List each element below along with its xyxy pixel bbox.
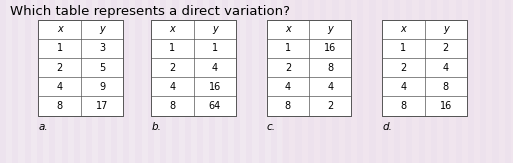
- Text: 4: 4: [169, 82, 175, 92]
- Bar: [431, 0, 437, 163]
- Text: 4: 4: [400, 82, 406, 92]
- Bar: [492, 0, 499, 163]
- Text: 4: 4: [443, 63, 449, 73]
- Bar: [111, 0, 117, 163]
- Text: y: y: [99, 24, 105, 34]
- Bar: [246, 0, 252, 163]
- Bar: [98, 0, 105, 163]
- Bar: [283, 0, 289, 163]
- Text: a.: a.: [38, 122, 48, 132]
- Text: 8: 8: [169, 101, 175, 111]
- Text: 2: 2: [400, 63, 406, 73]
- Text: 2: 2: [56, 63, 63, 73]
- Bar: [282, 0, 513, 163]
- Bar: [259, 0, 265, 163]
- Text: 4: 4: [285, 82, 291, 92]
- Text: 4: 4: [212, 63, 218, 73]
- Text: 16: 16: [440, 101, 452, 111]
- Bar: [234, 0, 240, 163]
- Text: c.: c.: [267, 122, 276, 132]
- Text: 2: 2: [285, 63, 291, 73]
- Text: 64: 64: [209, 101, 221, 111]
- Text: 1: 1: [56, 43, 63, 53]
- Text: 17: 17: [96, 101, 108, 111]
- Text: x: x: [401, 24, 406, 34]
- Text: 8: 8: [56, 101, 63, 111]
- Bar: [456, 0, 462, 163]
- Bar: [0, 0, 6, 163]
- Text: 2: 2: [443, 43, 449, 53]
- Bar: [160, 0, 166, 163]
- Bar: [38, 20, 123, 116]
- Bar: [148, 0, 154, 163]
- Bar: [382, 20, 467, 116]
- Text: 8: 8: [443, 82, 449, 92]
- Bar: [123, 0, 129, 163]
- Text: 1: 1: [285, 43, 291, 53]
- Bar: [308, 0, 314, 163]
- Text: d.: d.: [382, 122, 392, 132]
- Text: 1: 1: [212, 43, 218, 53]
- Bar: [62, 0, 68, 163]
- Bar: [197, 0, 203, 163]
- Bar: [209, 0, 215, 163]
- Bar: [443, 0, 449, 163]
- Bar: [382, 0, 388, 163]
- Bar: [267, 20, 351, 116]
- Bar: [357, 0, 363, 163]
- Bar: [74, 0, 80, 163]
- Text: 3: 3: [99, 43, 105, 53]
- Text: 8: 8: [285, 101, 291, 111]
- Text: 2: 2: [169, 63, 175, 73]
- Text: x: x: [57, 24, 63, 34]
- Text: 4: 4: [56, 82, 63, 92]
- Bar: [345, 0, 351, 163]
- Text: 16: 16: [209, 82, 221, 92]
- Bar: [480, 0, 486, 163]
- Text: x: x: [285, 24, 291, 34]
- Bar: [151, 20, 236, 116]
- Bar: [271, 0, 277, 163]
- Text: 16: 16: [324, 43, 337, 53]
- Text: x: x: [170, 24, 175, 34]
- Text: Which table represents a direct variation?: Which table represents a direct variatio…: [10, 5, 290, 18]
- Text: 1: 1: [400, 43, 406, 53]
- Text: 2: 2: [327, 101, 333, 111]
- Text: b.: b.: [151, 122, 161, 132]
- Bar: [49, 0, 55, 163]
- Bar: [468, 0, 474, 163]
- Text: y: y: [212, 24, 218, 34]
- Text: 8: 8: [400, 101, 406, 111]
- Bar: [172, 0, 179, 163]
- Bar: [37, 0, 43, 163]
- Bar: [295, 0, 302, 163]
- Text: 9: 9: [99, 82, 105, 92]
- Text: 4: 4: [327, 82, 333, 92]
- Bar: [394, 0, 400, 163]
- Text: 8: 8: [327, 63, 333, 73]
- Bar: [135, 0, 142, 163]
- Bar: [406, 0, 412, 163]
- Bar: [25, 0, 31, 163]
- Text: 1: 1: [169, 43, 175, 53]
- Bar: [505, 0, 511, 163]
- Bar: [332, 0, 339, 163]
- Text: y: y: [443, 24, 448, 34]
- Bar: [222, 0, 228, 163]
- Bar: [419, 0, 425, 163]
- Bar: [86, 0, 92, 163]
- Bar: [185, 0, 191, 163]
- Bar: [12, 0, 18, 163]
- Bar: [320, 0, 326, 163]
- Bar: [369, 0, 376, 163]
- Text: y: y: [327, 24, 333, 34]
- Text: 5: 5: [99, 63, 105, 73]
